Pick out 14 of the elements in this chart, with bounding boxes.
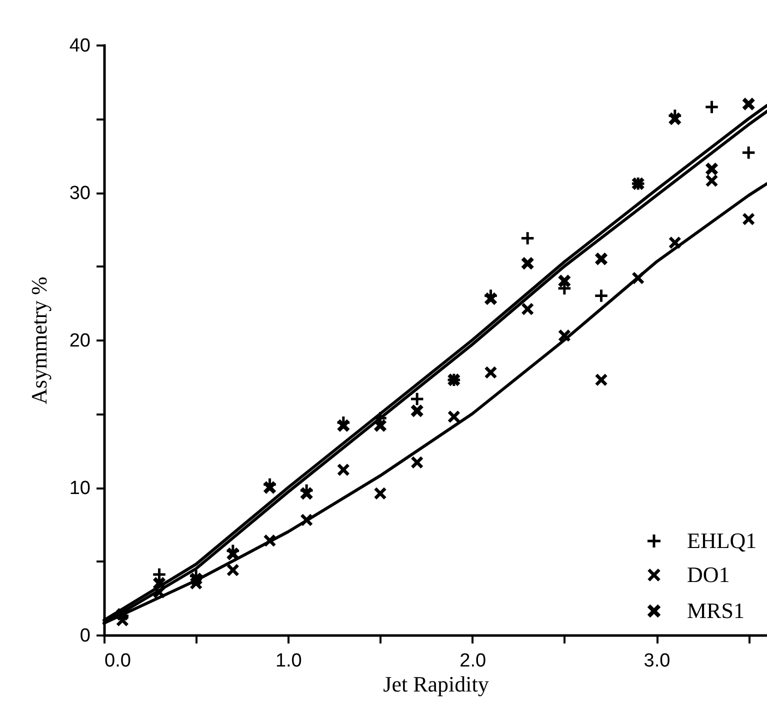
x-tick-label: 0.0 bbox=[104, 650, 131, 672]
y-axis-title: Asymmetry % bbox=[26, 276, 52, 404]
y-tick-label: 10 bbox=[69, 478, 90, 499]
y-tick-label: 40 bbox=[69, 36, 90, 56]
legend-label: MRS1 bbox=[687, 598, 744, 623]
legend-label: EHLQ1 bbox=[687, 528, 757, 553]
legend-label: DO1 bbox=[687, 562, 730, 587]
x-tick-label: 2.0 bbox=[460, 650, 486, 672]
y-tick-label: 30 bbox=[69, 183, 90, 204]
x-axis-title: Jet Rapidity bbox=[383, 672, 489, 696]
y-tick-label: 0 bbox=[80, 626, 90, 646]
x-tick-label: 3.0 bbox=[644, 650, 670, 672]
y-tick-label: 20 bbox=[69, 330, 90, 352]
x-tick-label: 1.0 bbox=[275, 650, 302, 672]
